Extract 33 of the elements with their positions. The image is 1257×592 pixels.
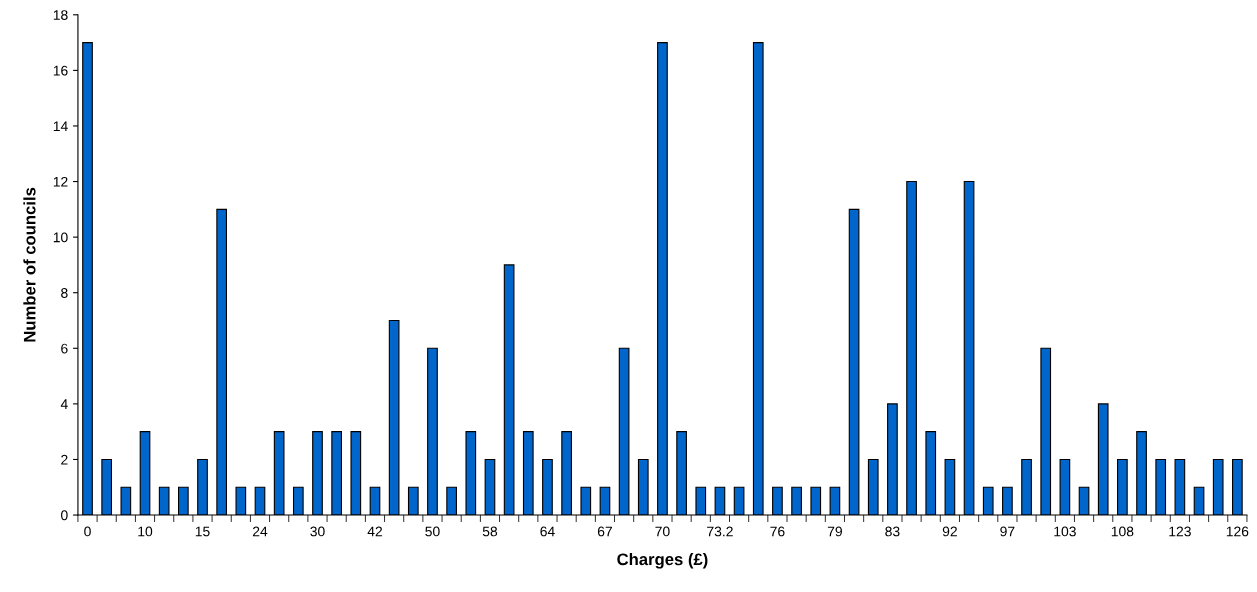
x-tick-label: 10: [138, 526, 153, 537]
y-tick-label: 10: [53, 232, 68, 243]
x-tick-label: 58: [482, 526, 498, 537]
x-tick-label: 70: [655, 526, 670, 537]
y-tick-label: 6: [61, 343, 68, 354]
x-tick-label: 79: [827, 526, 842, 537]
y-tick-label: 2: [61, 454, 68, 465]
y-tick-label: 16: [53, 65, 68, 76]
y-tick-label: 8: [61, 288, 68, 298]
x-tick-label: 15: [195, 526, 210, 537]
y-tick-label: 14: [53, 121, 68, 131]
x-tick-label: 50: [425, 526, 440, 537]
x-tick-label: 103: [1054, 526, 1076, 537]
x-tick-label: 97: [1000, 526, 1015, 537]
x-axis-title: Charges (£): [617, 552, 708, 569]
y-axis-title: Number of councils: [23, 187, 36, 342]
x-tick-label: 83: [885, 526, 900, 537]
y-tick-label: 0: [61, 510, 68, 521]
x-tick-label: 42: [367, 526, 383, 537]
x-tick-label: 73.2: [707, 526, 733, 537]
y-tick-label: 4: [60, 399, 68, 409]
x-tick-label: 67: [597, 526, 612, 537]
x-tick-label: 64: [540, 526, 555, 537]
y-tick-label: 18: [53, 10, 68, 20]
x-tick-label: 76: [770, 526, 785, 537]
x-tick-label: 126: [1226, 526, 1249, 537]
x-tick-label: 123: [1169, 526, 1191, 537]
x-tick-label: 0: [84, 526, 91, 537]
x-tick-label: 92: [942, 526, 957, 537]
x-tick-label: 24: [252, 526, 268, 537]
x-tick-label: 30: [310, 526, 325, 537]
y-tick-label: 12: [53, 176, 68, 187]
x-tick-label: 108: [1111, 526, 1134, 537]
